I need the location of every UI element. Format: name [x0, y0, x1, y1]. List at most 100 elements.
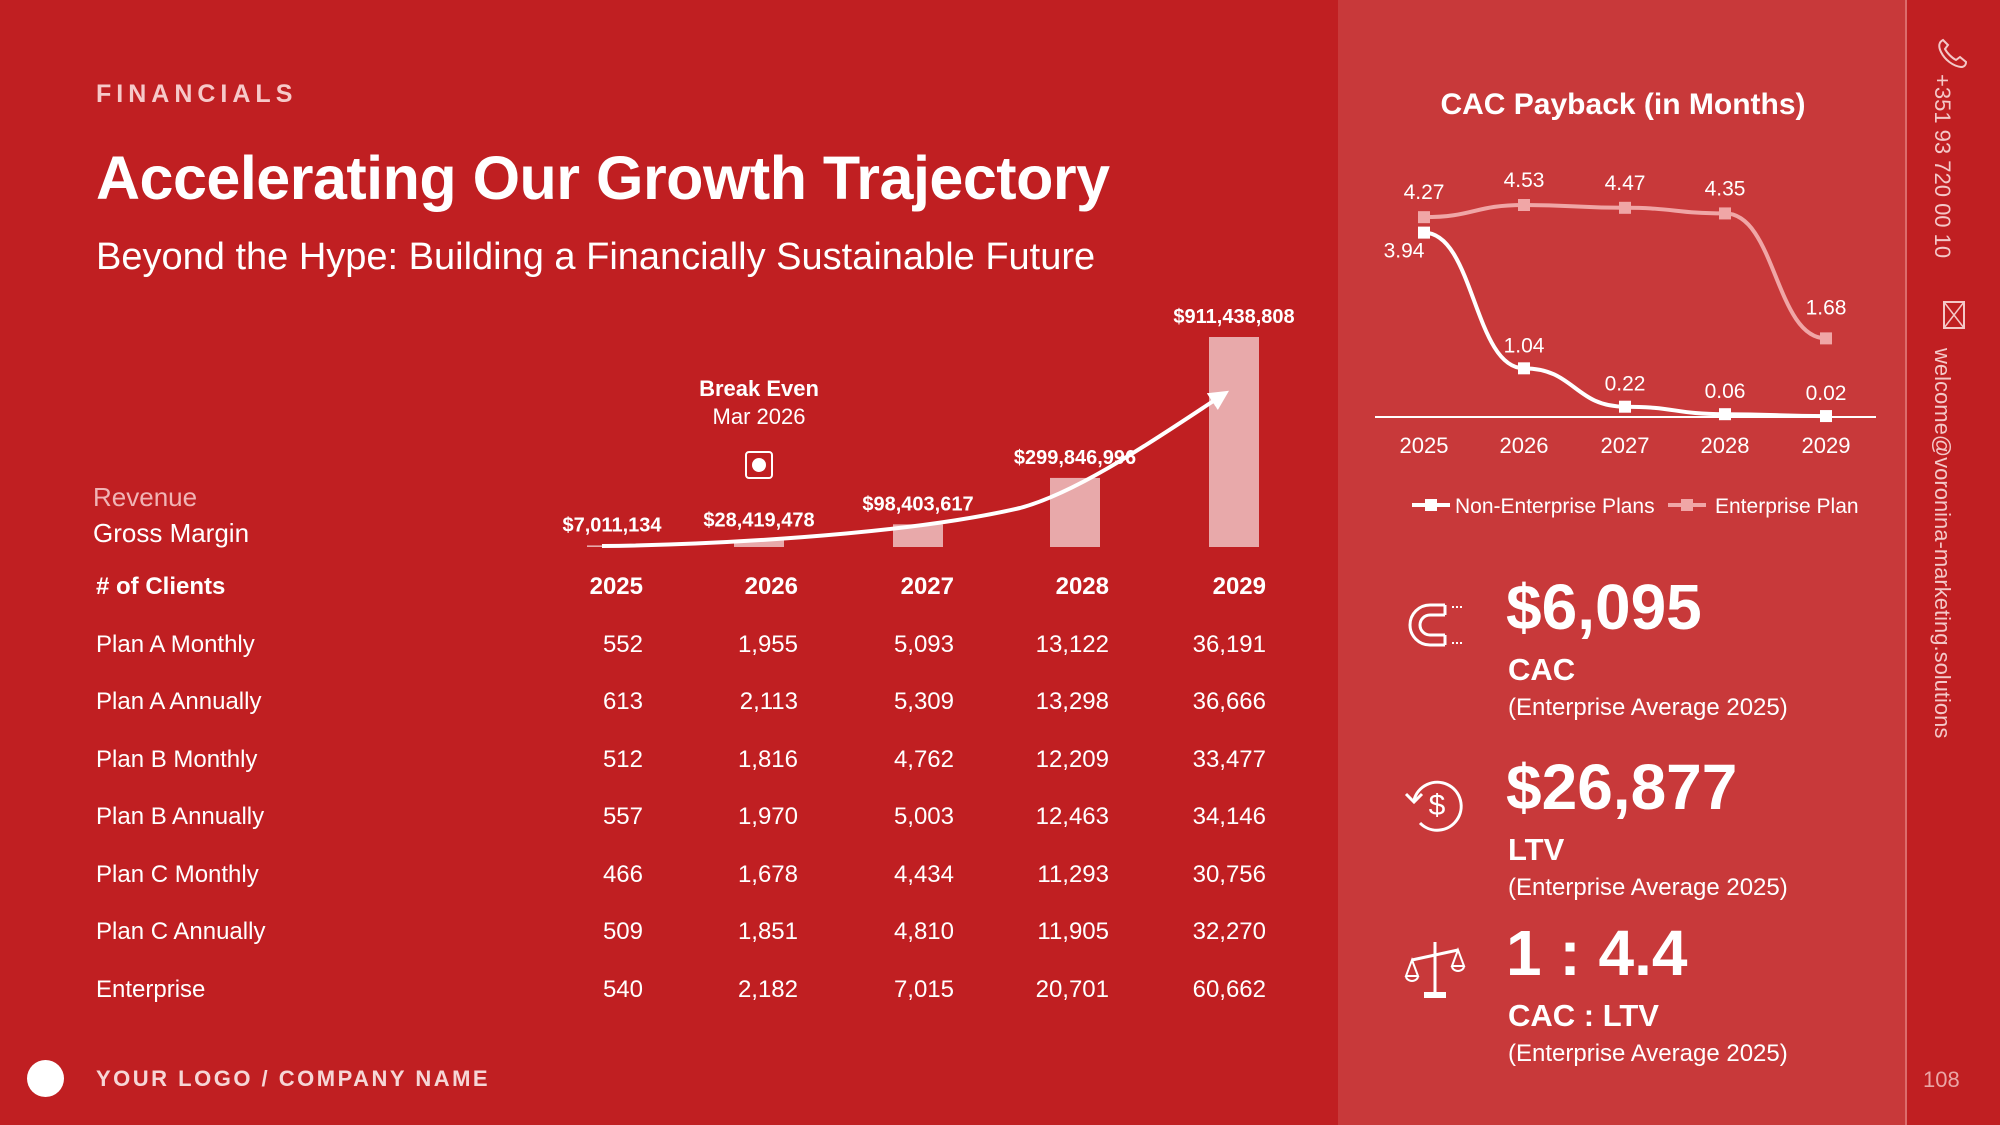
client-count: 20,701: [1035, 975, 1109, 1003]
phone-icon: [1938, 38, 1968, 69]
plan-name: Enterprise: [96, 975, 206, 1003]
client-count: 1,955: [737, 630, 798, 658]
cac-point: [1820, 410, 1832, 423]
client-count: 36,191: [1192, 630, 1266, 658]
contact-phone[interactable]: +351 93 720 00 10: [1930, 74, 1955, 259]
cac-data-label: 4.53: [1504, 169, 1545, 192]
ltv-label: LTV: [1508, 832, 1565, 867]
envelope-icon: [1943, 301, 1965, 329]
client-count: 32,270: [1192, 918, 1266, 945]
legend-marker-enterprise: [1681, 499, 1693, 511]
cac-point: [1619, 400, 1631, 413]
cac-x-tick-label: 2028: [1701, 433, 1750, 458]
ratio-value: 1 : 4.4: [1506, 917, 1688, 989]
client-count: 552: [602, 630, 643, 658]
dollar-cycle-icon: $: [1404, 780, 1463, 832]
ltv-value: $26,877: [1506, 751, 1738, 823]
client-count: 33,477: [1192, 745, 1266, 773]
cac-value: $6,095: [1506, 571, 1702, 643]
client-count: 11,293: [1037, 860, 1109, 888]
cac-point: [1820, 332, 1832, 345]
client-count: 4,434: [893, 860, 954, 888]
cac-data-label: 1.04: [1504, 334, 1545, 357]
section-kicker: FINANCIALS: [96, 80, 298, 108]
logo-circle: [27, 1060, 64, 1097]
table-row: Plan B Annually 557 1,970 5,003 12,463 34,146: [96, 803, 1296, 843]
cac-point: [1418, 211, 1430, 224]
legend-non-enterprise-label: Non-Enterprise Plans: [1455, 495, 1655, 518]
client-count: 60,662: [1192, 975, 1266, 1003]
client-count: 36,666: [1192, 688, 1266, 715]
kpi-panel: [1338, 0, 1905, 1125]
client-count: 5,003: [893, 803, 954, 830]
ratio-note: (Enterprise Average 2025): [1508, 1040, 1788, 1067]
ratio-label: CAC : LTV: [1508, 998, 1659, 1033]
cac-data-label: 4.47: [1605, 172, 1646, 195]
client-count: 5,309: [893, 688, 954, 715]
revenue-value-label: $28,419,478: [703, 509, 814, 531]
page-subtitle: Beyond the Hype: Building a Financially …: [96, 236, 1096, 278]
break-even-date: Mar 2026: [713, 404, 806, 429]
client-count: 540: [602, 975, 643, 1003]
cac-point: [1719, 408, 1731, 421]
cac-point: [1518, 199, 1530, 211]
cac-series-line-1: [1423, 202, 1827, 341]
page-number: 108: [1923, 1067, 1960, 1092]
cac-legend: Non-Enterprise Plans Enterprise Plan: [1412, 495, 1859, 518]
client-count: 557: [602, 803, 643, 830]
client-count: 1,816: [737, 745, 798, 773]
client-count: 509: [602, 918, 643, 945]
cac-data-label: 0.02: [1806, 382, 1847, 405]
cac-data-label: 4.35: [1705, 177, 1746, 200]
cac-payback-chart: 3.94 1.04 0.22 0.06 0.02 4.27 4.53 4.47 4.35 1.68…: [1375, 169, 1876, 518]
kpi-cac: $6,095 CAC (Enterprise Average 2025): [1400, 570, 1880, 730]
client-count: 30,756: [1192, 860, 1266, 888]
cac-data-label: 3.94: [1384, 240, 1425, 263]
client-count: 13,298: [1035, 688, 1109, 715]
cac-point: [1619, 201, 1631, 214]
revenue-bar-2026: [734, 540, 784, 547]
table-row: Plan C Annually 509 1,851 4,810 11,905 32,270: [96, 918, 1296, 958]
break-even-title: Break Even: [699, 376, 819, 401]
client-count: 2,113: [739, 688, 798, 715]
page-title: Accelerating Our Growth Trajectory: [96, 144, 1110, 212]
kpi-ltv: $ $26,877 LTV (Enterprise Average 2025): [1400, 750, 1880, 910]
year-header: 2026: [744, 573, 798, 600]
client-count: 613: [602, 688, 643, 715]
client-count: 1,851: [737, 918, 798, 945]
gross-margin-legend-label: Gross Margin: [93, 518, 250, 548]
client-count: 4,762: [893, 745, 954, 773]
revenue-legend-label: Revenue: [93, 482, 198, 512]
cac-data-label: 4.27: [1404, 181, 1445, 204]
year-header: 2025: [589, 573, 643, 600]
legend-enterprise-label: Enterprise Plan: [1715, 495, 1859, 518]
revenue-trend-arrow: [601, 390, 1230, 548]
client-count: 1,678: [737, 860, 798, 888]
sidebar-divider: [1905, 0, 1907, 1125]
cac-x-tick-label: 2025: [1400, 433, 1449, 458]
ltv-note: (Enterprise Average 2025): [1508, 874, 1788, 901]
contact-email[interactable]: welcome@voronina-marketing.solutions: [1930, 348, 1955, 739]
revenue-bar-2029: [1209, 337, 1259, 547]
cac-point: [1518, 362, 1530, 375]
table-header-label: # of Clients: [96, 573, 226, 600]
revenue-chart: $7,011,134 $28,419,478 $98,403,617 $299,846…: [563, 306, 1295, 548]
cac-data-label: 1.68: [1806, 296, 1847, 319]
table-row: Plan A Annually 613 2,113 5,309 13,298 36,666: [96, 688, 1296, 728]
scale-icon: [1404, 942, 1466, 998]
table-row: Plan C Monthly 466 1,678 4,434 11,293 30,756: [96, 861, 1296, 901]
clients-table: # of Clients 2025 2026 2027 2028 2029 Plan A M…: [96, 573, 1296, 1013]
client-count: 1,970: [737, 803, 798, 830]
revenue-bar-2028: [1050, 477, 1100, 547]
plan-name: Plan B Annually: [96, 803, 265, 830]
cac-data-label: 0.06: [1705, 380, 1746, 403]
magnet-icon: [1408, 603, 1462, 647]
plan-name: Plan A Annually: [96, 688, 262, 715]
cac-series-line-0: [1423, 230, 1827, 419]
revenue-value-label: $911,438,808: [1173, 306, 1294, 328]
cac-chart-title: CAC Payback (in Months): [1440, 88, 1806, 121]
year-header: 2028: [1055, 573, 1109, 600]
plan-name: Plan C Monthly: [96, 860, 259, 888]
cac-point: [1719, 207, 1731, 220]
client-count: 34,146: [1192, 803, 1266, 830]
